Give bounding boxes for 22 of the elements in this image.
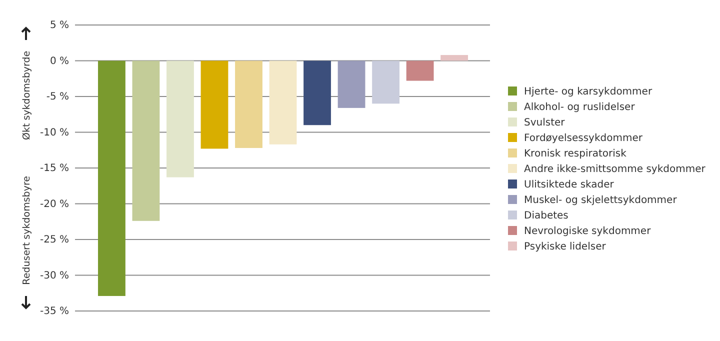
y-tick-label: -35 % bbox=[40, 306, 69, 318]
y-tick-label: -20 % bbox=[40, 198, 69, 210]
legend-label: Ulitsiktede skader bbox=[524, 180, 615, 190]
legend-label: Hjerte- og karsykdommer bbox=[524, 86, 653, 98]
y-tick-label: 0 % bbox=[50, 56, 69, 67]
y-tick-label: -15 % bbox=[40, 163, 69, 174]
legend-label: Svulster bbox=[524, 118, 566, 128]
legend-label: Psykiske lidelser bbox=[524, 242, 607, 252]
text: Økt sykdomsbyrde bbox=[21, 50, 32, 140]
legend-label: Muskel- og skjelettsykdommer bbox=[524, 195, 678, 206]
legend-label: Diabetes bbox=[524, 210, 568, 222]
legend-label: Alkohol- og ruslidelser bbox=[524, 102, 636, 113]
y-tick-label: 5 % bbox=[50, 20, 69, 32]
legend-label: Nevrologiske sykdommer bbox=[524, 226, 652, 237]
y-tick-label: -10 % bbox=[40, 127, 69, 138]
legend-label: Fordøyelsessykdommer bbox=[524, 133, 644, 144]
y-tick-label: -25 % bbox=[40, 234, 69, 246]
y-tick-label: -5 % bbox=[46, 92, 69, 103]
legend-label: Kronisk respiratorisk bbox=[524, 148, 627, 160]
y-tick-label: -30 % bbox=[40, 270, 69, 282]
text: Redusert sykdomsbyre bbox=[21, 176, 32, 285]
legend-label: Andre ikke-smittsomme sykdommer bbox=[524, 164, 706, 175]
